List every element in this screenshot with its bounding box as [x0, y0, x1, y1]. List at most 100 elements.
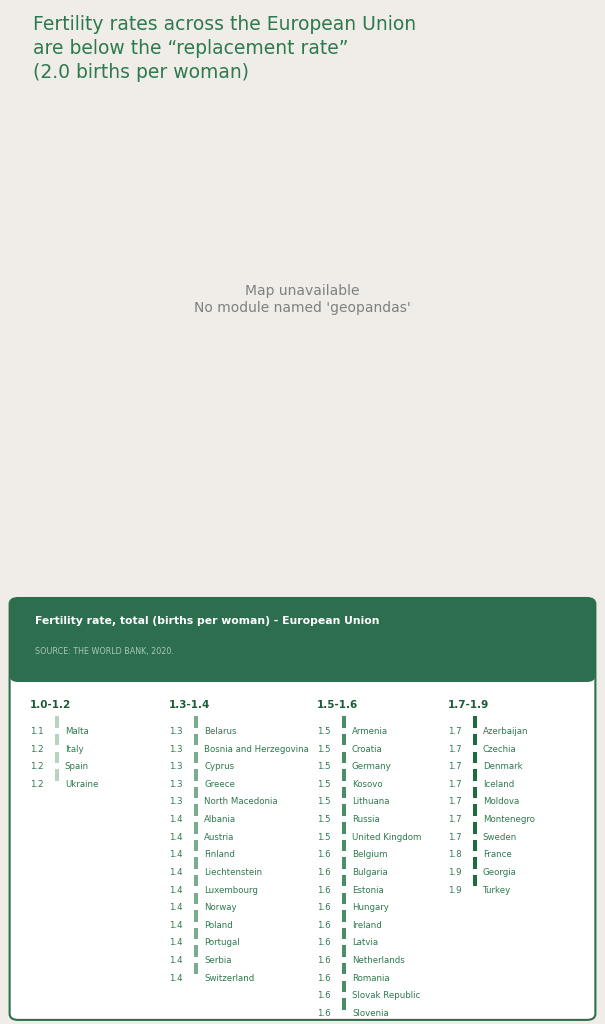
Bar	[194, 805, 198, 816]
Text: 1.7: 1.7	[448, 833, 461, 842]
Text: 1.7: 1.7	[448, 762, 461, 771]
Text: 1.4: 1.4	[169, 956, 183, 965]
Text: Luxembourg: Luxembourg	[204, 886, 258, 895]
Text: 1.7: 1.7	[448, 727, 461, 736]
Bar	[194, 928, 198, 939]
Text: 1.6: 1.6	[317, 956, 330, 965]
Text: 1.5-1.6: 1.5-1.6	[317, 700, 358, 711]
Bar	[194, 893, 198, 904]
Text: Romania: Romania	[352, 974, 390, 983]
Text: SOURCE: THE WORLD BANK, 2020.: SOURCE: THE WORLD BANK, 2020.	[35, 647, 174, 656]
Text: Sweden: Sweden	[483, 833, 517, 842]
Bar	[194, 717, 198, 728]
Bar	[473, 734, 477, 745]
Bar	[342, 857, 346, 868]
Text: 1.9: 1.9	[448, 868, 461, 877]
Text: 1.5: 1.5	[317, 798, 330, 807]
Text: Bosnia and Herzegovina: Bosnia and Herzegovina	[204, 744, 309, 754]
Text: Estonia: Estonia	[352, 886, 384, 895]
Bar	[55, 769, 59, 780]
Bar	[342, 945, 346, 956]
Text: 1.6: 1.6	[317, 850, 330, 859]
Text: 1.7: 1.7	[448, 798, 461, 807]
Text: Armenia: Armenia	[352, 727, 388, 736]
Text: are below the “replacement rate”: are below the “replacement rate”	[33, 39, 348, 58]
Text: Turkey: Turkey	[483, 886, 511, 895]
Text: Greece: Greece	[204, 780, 235, 788]
Text: Czechia: Czechia	[483, 744, 517, 754]
Text: 1.4: 1.4	[169, 868, 183, 877]
Bar	[194, 734, 198, 745]
Text: Spain: Spain	[65, 762, 89, 771]
Text: Finland: Finland	[204, 850, 235, 859]
Text: 1.4: 1.4	[169, 938, 183, 947]
Text: 1.4: 1.4	[169, 921, 183, 930]
Text: 1.6: 1.6	[317, 903, 330, 912]
Bar	[194, 945, 198, 956]
Text: Italy: Italy	[65, 744, 83, 754]
Bar	[342, 752, 346, 763]
Text: 1.5: 1.5	[317, 744, 330, 754]
Bar	[473, 805, 477, 816]
Bar	[194, 769, 198, 780]
Text: Denmark: Denmark	[483, 762, 522, 771]
Text: North Macedonia: North Macedonia	[204, 798, 278, 807]
Bar	[194, 910, 198, 922]
Text: Azerbaijan: Azerbaijan	[483, 727, 528, 736]
Text: Russia: Russia	[352, 815, 380, 824]
Bar	[473, 717, 477, 728]
Text: 1.2: 1.2	[30, 780, 43, 788]
Bar	[342, 769, 346, 780]
Bar	[342, 981, 346, 992]
Text: 1.3: 1.3	[169, 762, 183, 771]
Text: Slovak Republic: Slovak Republic	[352, 991, 420, 1000]
Text: 1.2: 1.2	[30, 744, 43, 754]
Text: 1.5: 1.5	[317, 727, 330, 736]
Text: 1.4: 1.4	[169, 833, 183, 842]
Text: 1.6: 1.6	[317, 938, 330, 947]
Text: Georgia: Georgia	[483, 868, 517, 877]
Text: 1.3: 1.3	[169, 780, 183, 788]
Text: 1.3-1.4: 1.3-1.4	[169, 700, 210, 711]
Text: 1.6: 1.6	[317, 921, 330, 930]
Bar	[342, 893, 346, 904]
Text: Fertility rates across the European Union: Fertility rates across the European Unio…	[33, 15, 416, 34]
Text: Netherlands: Netherlands	[352, 956, 405, 965]
Text: 1.6: 1.6	[317, 974, 330, 983]
Text: Kosovo: Kosovo	[352, 780, 382, 788]
Text: 1.7: 1.7	[448, 815, 461, 824]
Text: 1.9: 1.9	[448, 886, 461, 895]
Text: Austria: Austria	[204, 833, 235, 842]
Text: United Kingdom: United Kingdom	[352, 833, 421, 842]
Text: Montenegro: Montenegro	[483, 815, 535, 824]
Bar	[473, 874, 477, 887]
Text: 1.4: 1.4	[169, 974, 183, 983]
Text: 1.8: 1.8	[448, 850, 461, 859]
Bar	[194, 857, 198, 868]
Text: Ukraine: Ukraine	[65, 780, 98, 788]
Bar	[194, 752, 198, 763]
Bar	[55, 717, 59, 728]
Bar	[194, 840, 198, 851]
Bar	[342, 805, 346, 816]
Text: Portugal: Portugal	[204, 938, 240, 947]
Text: 1.2: 1.2	[30, 762, 43, 771]
Bar	[342, 910, 346, 922]
Text: Moldova: Moldova	[483, 798, 519, 807]
Bar	[342, 734, 346, 745]
Text: Belgium: Belgium	[352, 850, 387, 859]
Bar	[342, 786, 346, 799]
Text: 1.0-1.2: 1.0-1.2	[30, 700, 71, 711]
Bar	[342, 928, 346, 939]
Text: 1.4: 1.4	[169, 903, 183, 912]
Text: 1.4: 1.4	[169, 850, 183, 859]
Bar	[473, 769, 477, 780]
Text: Cyprus: Cyprus	[204, 762, 234, 771]
Text: (2.0 births per woman): (2.0 births per woman)	[33, 62, 249, 82]
Text: 1.3: 1.3	[169, 744, 183, 754]
Bar	[194, 874, 198, 887]
Text: Belarus: Belarus	[204, 727, 237, 736]
Text: 1.3: 1.3	[169, 727, 183, 736]
Bar	[194, 963, 198, 975]
Text: 1.7-1.9: 1.7-1.9	[448, 700, 489, 711]
